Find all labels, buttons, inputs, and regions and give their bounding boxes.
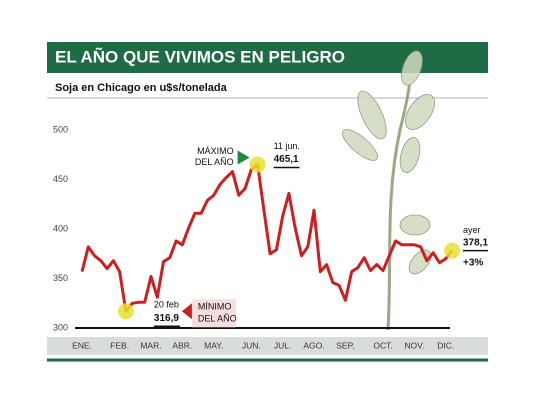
min-note: DEL AÑO <box>198 314 237 324</box>
x-tick-label: ENE. <box>72 340 92 350</box>
y-tick-label: 400 <box>53 223 68 233</box>
y-tick-label: 350 <box>53 273 68 283</box>
x-tick-label: SEP. <box>336 340 354 350</box>
y-tick-label: 450 <box>53 174 68 184</box>
highlight-dot <box>249 156 266 173</box>
last-label: 378,1 <box>463 237 488 248</box>
y-tick-label: 500 <box>53 124 68 134</box>
x-tick-label: DIC. <box>437 340 454 350</box>
highlight-dot <box>117 303 134 320</box>
plant-illustration <box>341 50 435 331</box>
min-note: MÍNIMO <box>198 302 232 312</box>
highlight-dot <box>444 242 460 259</box>
x-tick-label: NOV. <box>404 340 424 350</box>
x-tick-label: JUN. <box>242 340 261 350</box>
x-tick-label: MAY. <box>204 340 223 350</box>
max-pointer <box>237 150 250 165</box>
max-note: DEL AÑO <box>195 157 234 167</box>
min-box <box>191 299 236 328</box>
chart-subtitle: Soja en Chicago en u$s/tonelada <box>55 82 228 94</box>
x-tick-label: MAR. <box>140 340 161 350</box>
max-date: 11 jun. <box>274 141 300 151</box>
x-tick-label: JUL. <box>274 340 291 350</box>
x-tick-label: OCT. <box>373 340 392 350</box>
x-tick-label: ABR. <box>172 340 192 350</box>
min-pointer <box>181 303 192 320</box>
max-note: MÁXIMO <box>197 146 234 156</box>
min-label: 316,9 <box>154 313 179 324</box>
month-band <box>47 337 488 355</box>
price-line <box>80 163 454 313</box>
x-tick-label: AGO. <box>303 340 324 350</box>
x-tick-label: FEB. <box>110 340 129 350</box>
min-date: 20 feb <box>154 300 179 310</box>
max-label: 465,1 <box>274 154 299 165</box>
chart-title: EL AÑO QUE VIVIMOS EN PELIGRO <box>55 46 345 66</box>
last-change: +3% <box>463 257 483 268</box>
y-tick-label: 300 <box>53 322 68 332</box>
last-date: ayer <box>463 225 481 235</box>
